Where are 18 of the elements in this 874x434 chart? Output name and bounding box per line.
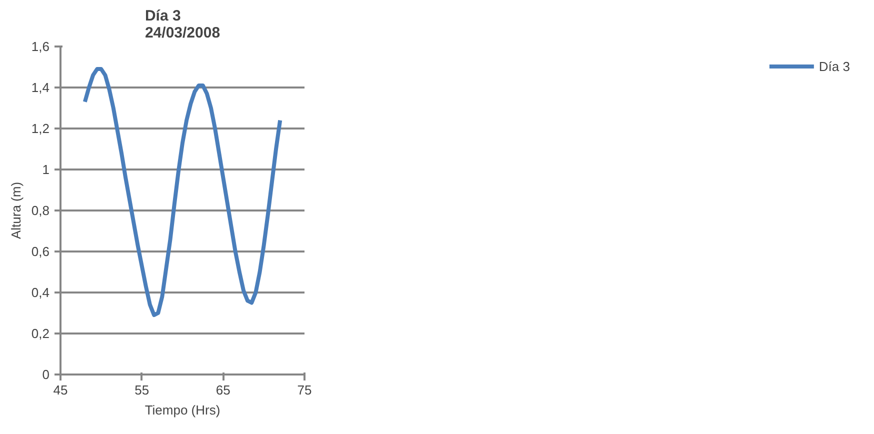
legend-label: Día 3: [818, 58, 850, 74]
y-tick-label: 0: [42, 367, 50, 382]
chart-title: Día 3 24/03/2008: [144, 8, 220, 42]
y-tick-label: 0,2: [31, 326, 50, 341]
x-tick-label: 75: [297, 382, 312, 398]
y-tick-label: 1,6: [31, 39, 50, 54]
x-tick-label: 65: [216, 382, 230, 398]
x-tick-label: 55: [134, 382, 150, 398]
x-tick-label: 45: [53, 382, 68, 398]
y-tick-label: 1: [42, 162, 50, 177]
y-axis-title: Altura (m): [8, 182, 24, 240]
line-series: [82, 67, 282, 318]
x-axis-title: Tiempo (Hrs): [144, 402, 220, 418]
y-tick-label: 0,8: [31, 203, 50, 218]
y-tick-label: 1,4: [31, 80, 50, 95]
y-tick-label: 0,6: [31, 244, 50, 259]
y-tick-label: 0,4: [31, 285, 50, 300]
y-tick-label: 1,2: [31, 121, 50, 136]
